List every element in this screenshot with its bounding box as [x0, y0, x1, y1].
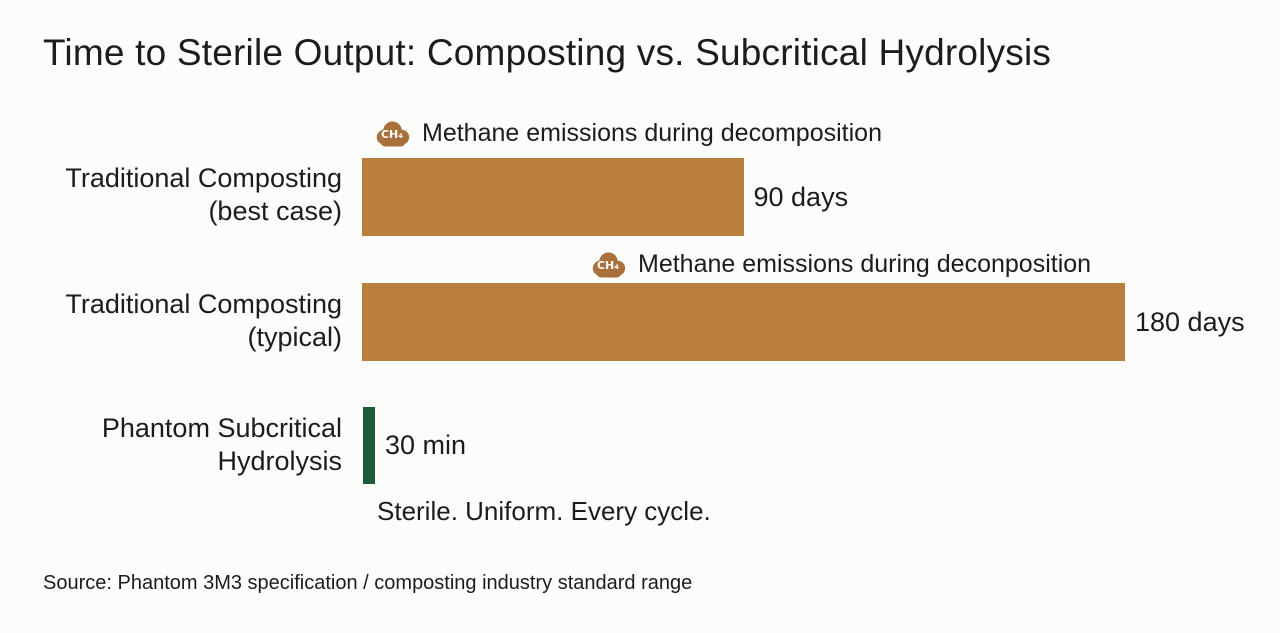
bar-composting-best-case — [362, 158, 744, 236]
category-label-subcritical-hydrolysis: Phantom Subcritical Hydrolysis — [102, 412, 342, 478]
category-label-composting-typical: Traditional Composting (typical) — [65, 288, 342, 354]
ch4-icon-label: CH₄ — [380, 127, 404, 141]
annotation-methane-best-case: CH₄ Methane emissions during decompositi… — [374, 114, 882, 152]
ch4-cloud-icon: CH₄ — [374, 118, 411, 149]
ch4-icon-label: CH₄ — [596, 258, 620, 272]
category-label-composting-best-case: Traditional Composting (best case) — [65, 162, 342, 228]
category-label-line: (typical) — [247, 322, 342, 352]
annotation-text: Methane emissions during decomposition — [422, 118, 882, 147]
value-label-180-days: 180 days — [1135, 306, 1245, 337]
bar-composting-typical — [362, 283, 1125, 361]
category-label-line: Phantom Subcritical — [101, 413, 342, 443]
ch4-cloud-icon: CH₄ — [590, 249, 627, 280]
source-note: Source: Phantom 3M3 specification / comp… — [43, 572, 693, 594]
annotation-methane-typical: CH₄ Methane emissions during deconpositi… — [590, 245, 1091, 283]
tagline: Sterile. Uniform. Every cycle. — [377, 496, 711, 526]
category-label-line: (best case) — [208, 196, 342, 226]
category-label-line: Traditional Composting — [65, 289, 342, 319]
bar-subcritical-hydrolysis — [363, 407, 375, 484]
annotation-text: Methane emissions during deconposition — [638, 249, 1092, 278]
category-label-line: Traditional Composting — [65, 163, 342, 193]
chart-title: Time to Sterile Output: Composting vs. S… — [43, 32, 1052, 73]
value-label-30-min: 30 min — [385, 430, 467, 460]
value-label-90-days: 90 days — [753, 181, 849, 212]
category-label-line: Hydrolysis — [217, 446, 342, 476]
